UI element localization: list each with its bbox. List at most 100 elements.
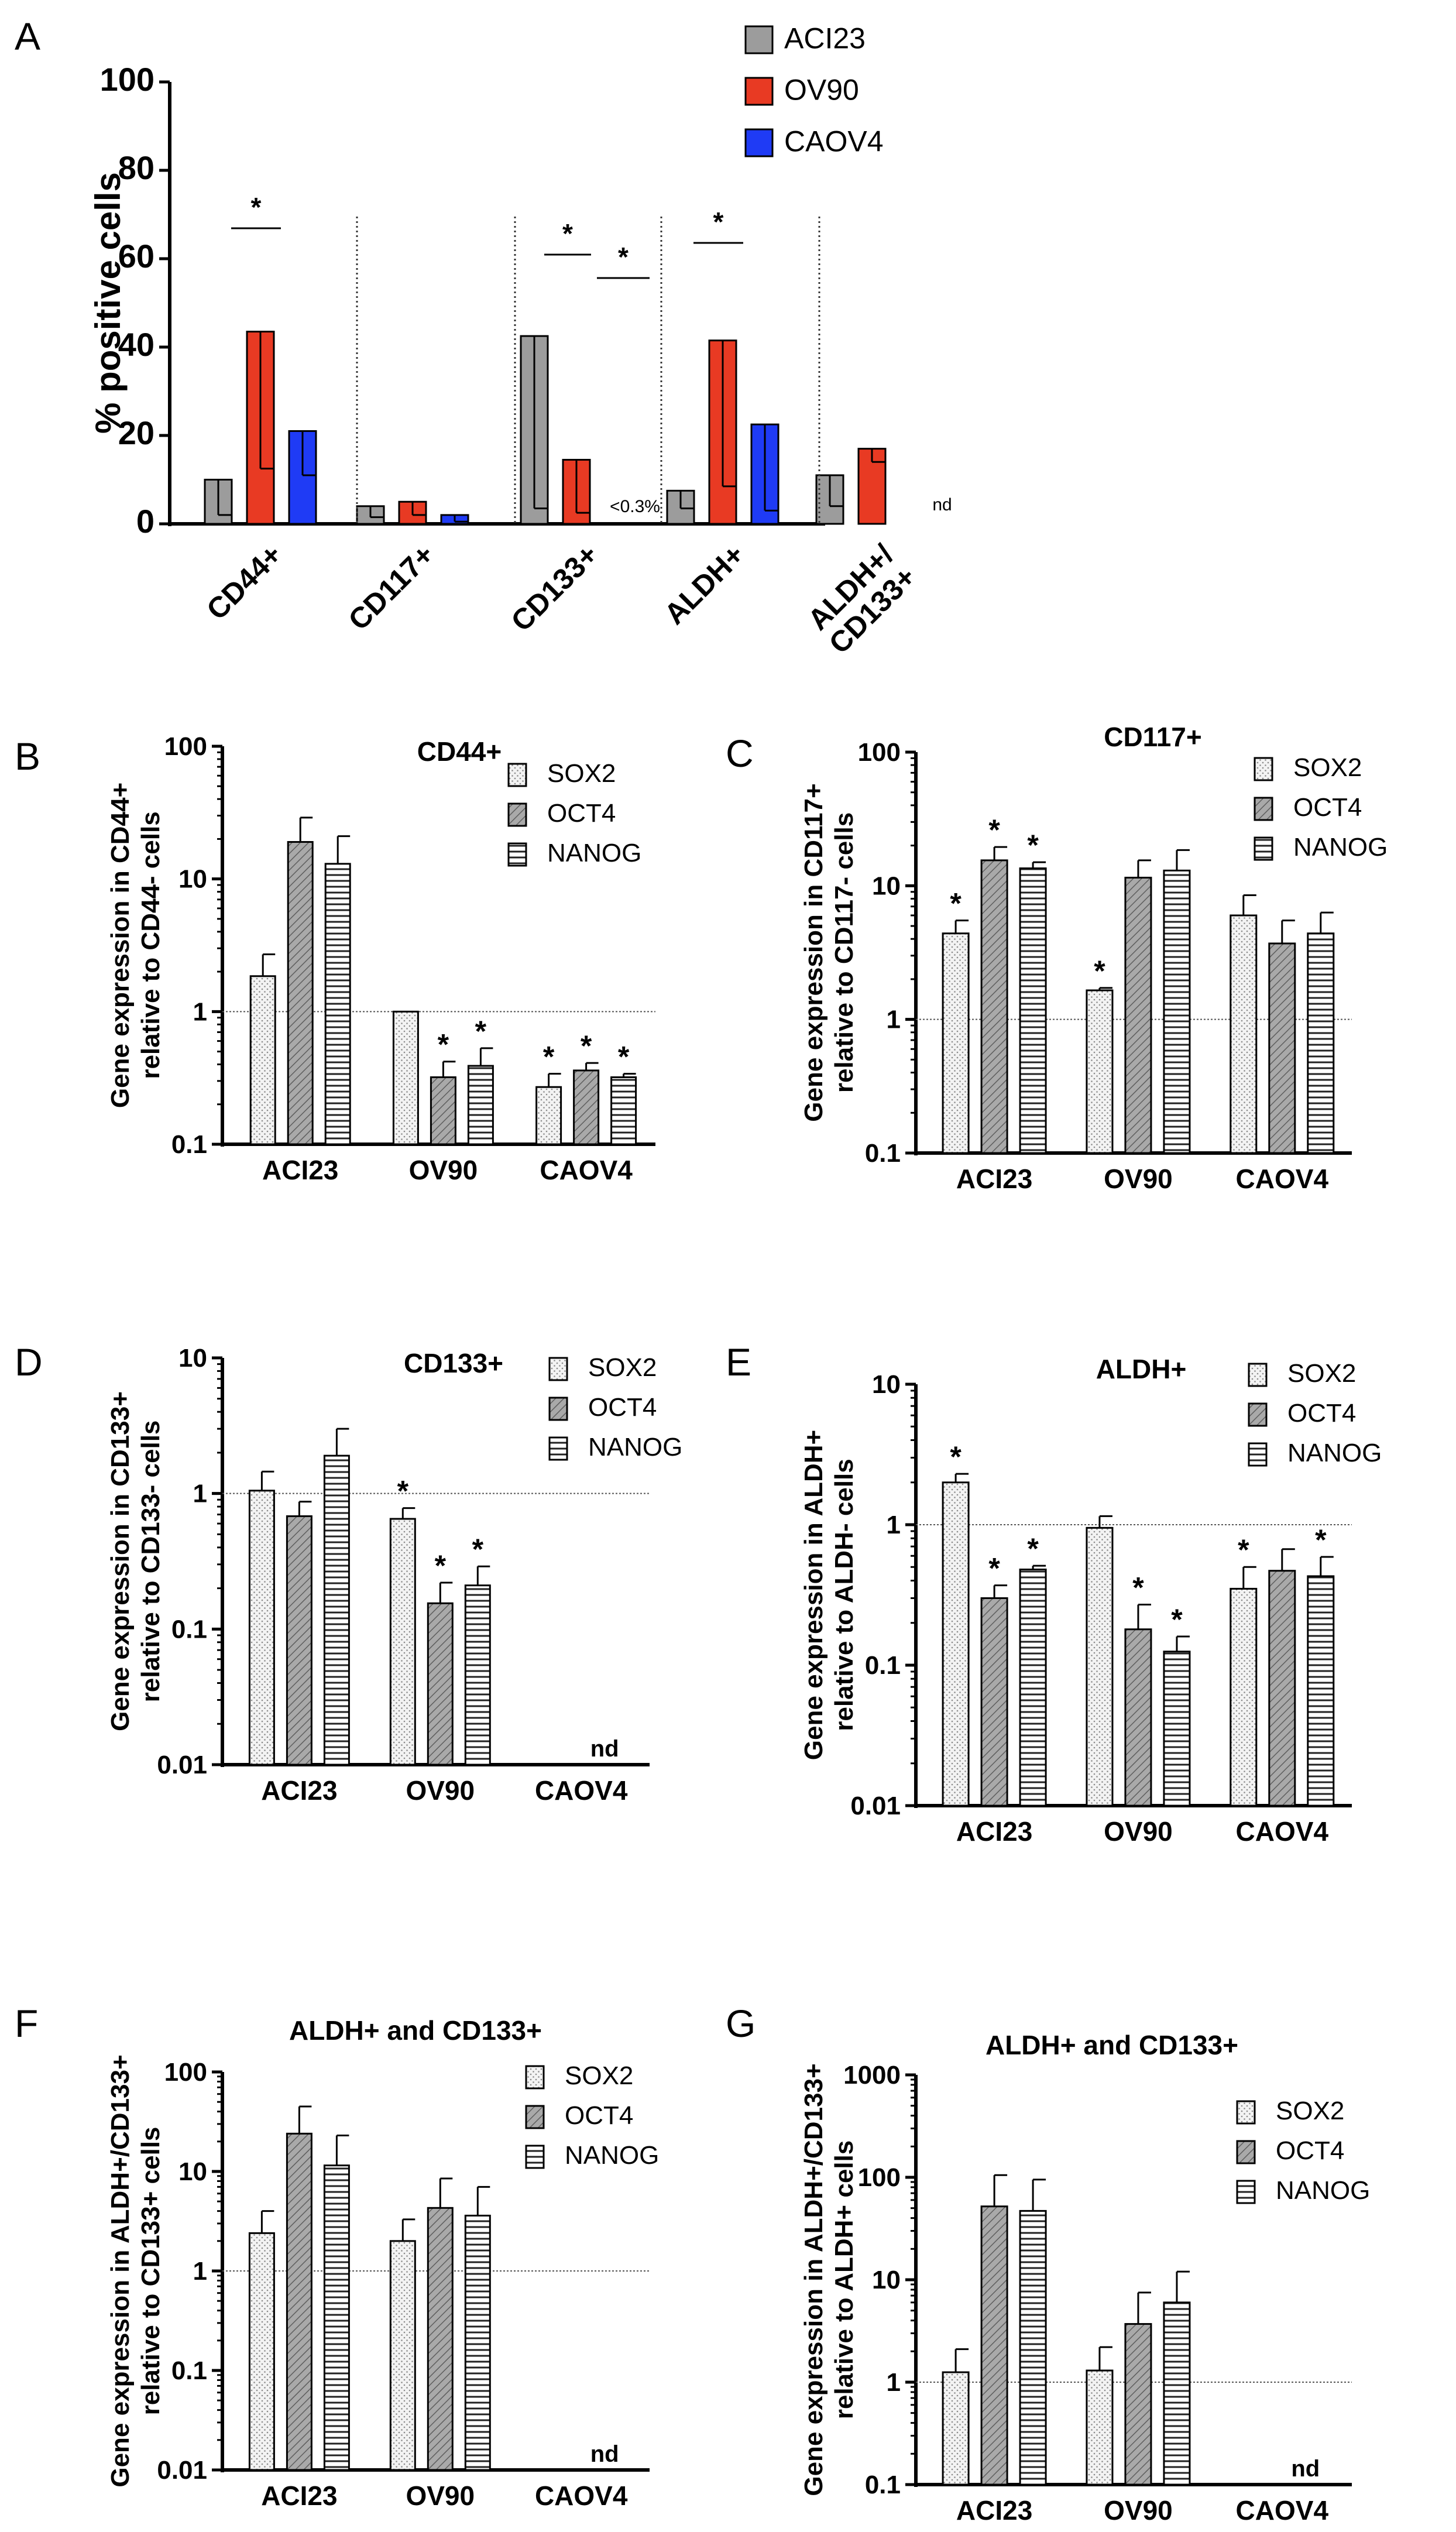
bar-D-oct4	[286, 1515, 313, 1766]
significance-star-D: *	[472, 1533, 484, 1566]
y-tick-label-F: 0.01	[157, 2456, 207, 2485]
bar-F-nanog	[464, 2214, 491, 2471]
legend-swatch-nanog	[1236, 2180, 1256, 2204]
legend-label-sox2: SOX2	[1293, 753, 1362, 782]
legend-label-caov4: CAOV4	[784, 125, 884, 158]
y-axis-title-line: Gene expression in CD44+	[106, 783, 135, 1108]
x-tick-label-A: CD117+	[342, 538, 440, 636]
x-tick-label-B: CAOV4	[540, 1155, 633, 1185]
legend-label-sox2: SOX2	[547, 759, 616, 788]
y-axis-title-A: % positive cells	[88, 172, 128, 434]
bar-B-oct4	[287, 840, 314, 1145]
bar-G-nanog	[1163, 2301, 1191, 2486]
bar-E-oct4	[1124, 1628, 1152, 1807]
bar-C-nanog	[1307, 932, 1335, 1154]
bar-B-sox2	[249, 975, 276, 1145]
bar-D-oct4	[427, 1602, 454, 1766]
y-tick-label-F: 1	[193, 2257, 207, 2286]
significance-star-E: *	[1238, 1533, 1249, 1566]
y-axis-title-line: Gene expression in ALDH+/CD133+	[106, 2054, 135, 2487]
y-axis-title-line: relative to ALDH- cells	[830, 1459, 859, 1731]
y-axis-title-line: Gene expression in CD117+	[799, 783, 828, 1121]
legend-label-oct4: OCT4	[588, 1393, 657, 1422]
legend-F: SOX2 OCT4 NANOG	[525, 2061, 659, 2170]
x-tick-label-A: ALDH+	[658, 538, 750, 630]
bar-G-sox2	[1086, 2369, 1114, 2486]
legend-label-oct4: OCT4	[1276, 2136, 1344, 2165]
chart-title-B: CD44+	[417, 736, 502, 767]
x-tick-label-line: ALDH+	[658, 538, 750, 630]
y-axis-title-F: Gene expression in ALDH+/CD133+relative …	[106, 2054, 165, 2487]
x-tick-label-A: ALDH+/CD133+	[800, 538, 922, 660]
legend-label-ov90: OV90	[784, 74, 859, 107]
y-tick-label-A: 60	[118, 238, 154, 275]
legend-swatch-oct4	[1236, 2140, 1256, 2164]
bar-B-oct4	[430, 1076, 456, 1145]
annotation-star: *	[562, 218, 573, 249]
x-tick-label-D: ACI23	[261, 1775, 337, 1806]
y-tick-label-C: 100	[858, 738, 901, 767]
y-tick-label-D: 0.1	[171, 1615, 207, 1644]
significance-star-D: *	[435, 1549, 447, 1582]
significance-star-E: *	[1027, 1532, 1039, 1565]
legend-swatch-oct4	[1254, 797, 1273, 821]
chart-title-F: ALDH+ and CD133+	[289, 2015, 542, 2046]
panel-label-G: G	[726, 2002, 756, 2045]
x-tick-label-E: ACI23	[956, 1816, 1032, 1847]
x-tick-label-E: OV90	[1104, 1816, 1173, 1847]
significance-star-D: *	[397, 1475, 409, 1508]
chart-title-D: CD133+	[404, 1348, 503, 1378]
bar-F-nanog	[323, 2164, 350, 2471]
panel-label-E: E	[726, 1340, 751, 1384]
bar-B-oct4	[573, 1069, 600, 1145]
bar-C-sox2	[942, 932, 970, 1154]
y-tick-label-G: 10	[872, 2266, 901, 2294]
bar-B-sox2	[392, 1010, 419, 1145]
legend-swatch-ov90	[744, 77, 774, 106]
y-axis-title-line: relative to CD133- cells	[136, 1421, 165, 1703]
y-tick-label-G: 1000	[843, 2061, 901, 2090]
bar-F-sox2	[248, 2232, 275, 2471]
significance-star-E: *	[988, 1552, 1000, 1585]
bar-B-nanog	[324, 863, 351, 1145]
panel-D: D 0.01 0.1 1 10 Gene expression in CD133+rela…	[15, 1340, 682, 1806]
bar-G-oct4	[980, 2205, 1008, 2486]
x-tick-label-C: OV90	[1104, 1164, 1173, 1194]
panel-label-B: B	[15, 735, 40, 778]
legend-label-oct4: OCT4	[547, 799, 616, 828]
legend-B: SOX2 OCT4 NANOG	[507, 759, 641, 867]
x-tick-label-G: CAOV4	[1236, 2495, 1329, 2526]
bar-E-oct4	[980, 1597, 1008, 1807]
significance-star-B: *	[618, 1041, 630, 1073]
bar-C-sox2	[1086, 989, 1114, 1154]
x-tick-label-B: OV90	[409, 1155, 478, 1185]
bar-D-nanog	[464, 1584, 491, 1766]
bar-D-sox2	[389, 1518, 416, 1766]
legend-swatch-sox2	[1236, 2100, 1256, 2125]
legend-swatch-nanog	[548, 1436, 568, 1461]
significance-star-C: *	[1027, 829, 1039, 862]
significance-star-C: *	[988, 814, 1000, 846]
bar-C-oct4	[1124, 876, 1152, 1154]
significance-star-B: *	[475, 1015, 487, 1048]
bar-F-oct4	[427, 2207, 454, 2471]
bar-B-sox2	[535, 1086, 562, 1145]
panel-B: B 0.1 1 10 100 Gene expression in CD44+relati…	[15, 732, 655, 1185]
significance-star-E: *	[1132, 1571, 1144, 1604]
legend-swatch-sox2	[1248, 1363, 1268, 1387]
x-tick-label-F: OV90	[406, 2480, 475, 2511]
y-tick-label-C: 1	[887, 1006, 901, 1034]
bar-E-nanog	[1163, 1651, 1191, 1807]
x-tick-label-G: ACI23	[956, 2495, 1032, 2526]
y-axis-title-B: Gene expression in CD44+relative to CD44…	[106, 783, 165, 1108]
annotation-star: *	[713, 207, 724, 237]
y-axis-title-E: Gene expression in ALDH+relative to ALDH…	[799, 1430, 859, 1760]
y-tick-label-E: 0.1	[865, 1651, 901, 1680]
legend-label-oct4: OCT4	[565, 2101, 633, 2130]
legend-C: SOX2 OCT4 NANOG	[1254, 753, 1388, 862]
panel-E: E 0.01 0.1 1 10 Gene expression in ALDH+relat…	[726, 1340, 1382, 1847]
legend-swatch-oct4	[548, 1397, 568, 1421]
bar-C-oct4	[1268, 942, 1296, 1154]
legend-label-oct4: OCT4	[1293, 793, 1362, 822]
